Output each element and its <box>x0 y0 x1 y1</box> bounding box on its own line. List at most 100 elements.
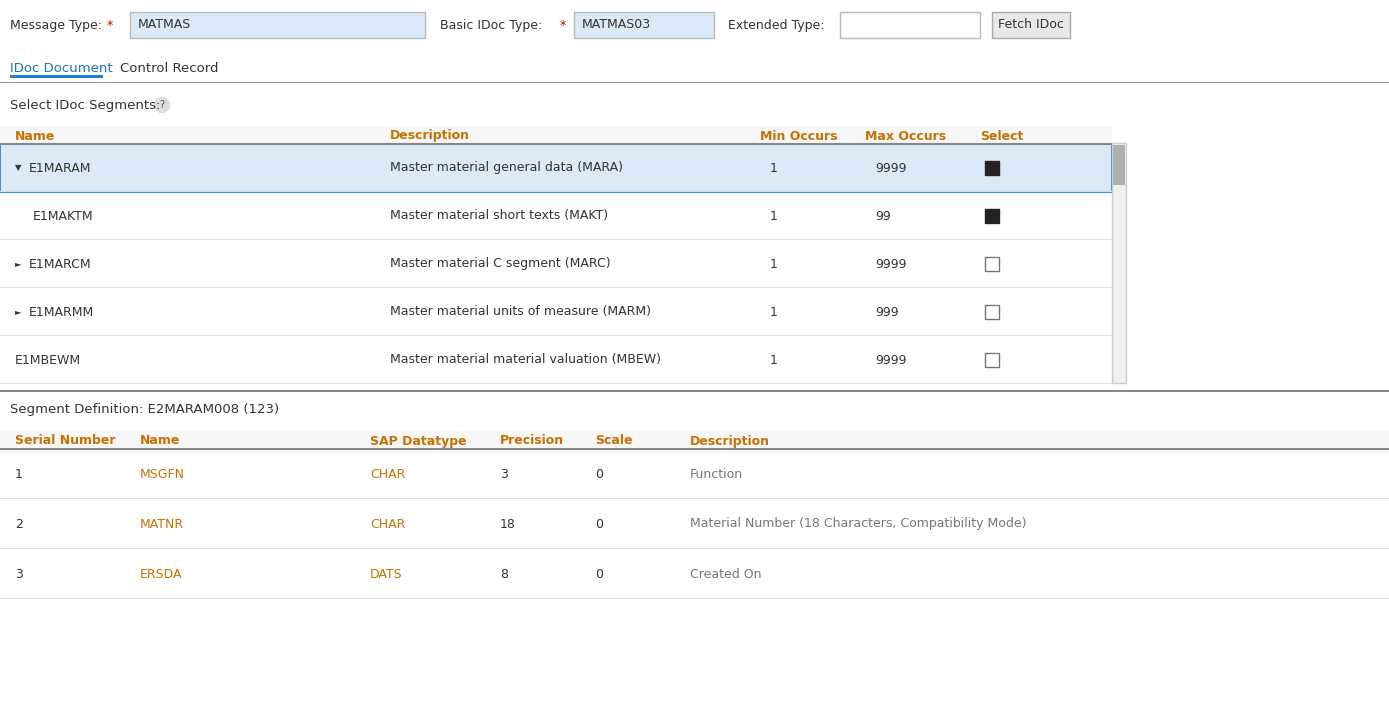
Text: CHAR: CHAR <box>369 518 406 531</box>
Bar <box>985 209 999 223</box>
Text: Name: Name <box>15 130 56 143</box>
Text: 9999: 9999 <box>875 257 907 270</box>
Bar <box>0 288 1113 336</box>
Text: ERSDA: ERSDA <box>140 567 182 580</box>
Text: 9999: 9999 <box>875 353 907 366</box>
Text: Select: Select <box>981 130 1024 143</box>
Bar <box>0 449 1389 499</box>
Bar <box>0 431 1389 453</box>
Bar <box>0 82 1389 83</box>
Bar <box>1113 145 1125 185</box>
Text: Master material general data (MARA): Master material general data (MARA) <box>390 162 624 174</box>
Bar <box>985 353 999 367</box>
Bar <box>0 549 1389 599</box>
Text: Min Occurs: Min Occurs <box>760 130 838 143</box>
Bar <box>0 191 1113 192</box>
Text: SAP Datatype: SAP Datatype <box>369 435 467 448</box>
Text: E1MBEWM: E1MBEWM <box>15 353 81 366</box>
Text: Extended Type:: Extended Type: <box>728 19 825 32</box>
Text: 9999: 9999 <box>875 162 907 174</box>
Text: Max Occurs: Max Occurs <box>865 130 946 143</box>
Text: 1: 1 <box>770 353 778 366</box>
Text: Name: Name <box>140 435 181 448</box>
Bar <box>0 240 1113 288</box>
Bar <box>10 75 103 78</box>
Bar <box>985 161 999 175</box>
Bar <box>985 305 999 319</box>
Text: 2: 2 <box>15 518 22 531</box>
Text: ?: ? <box>160 100 164 110</box>
Bar <box>0 499 1389 549</box>
Text: MATMAS: MATMAS <box>138 19 192 32</box>
Text: Master material C segment (MARC): Master material C segment (MARC) <box>390 257 611 270</box>
Text: 1: 1 <box>770 162 778 174</box>
Text: MATNR: MATNR <box>140 518 185 531</box>
Text: Fetch IDoc: Fetch IDoc <box>999 19 1064 32</box>
Bar <box>0 383 1113 384</box>
Text: Function: Function <box>690 467 743 480</box>
Bar <box>574 12 714 38</box>
Bar <box>1113 143 1126 383</box>
Text: Master material material valuation (MBEW): Master material material valuation (MBEW… <box>390 353 661 366</box>
Text: Select IDoc Segments:: Select IDoc Segments: <box>10 99 160 112</box>
Bar <box>0 287 1113 288</box>
Text: 0: 0 <box>594 518 603 531</box>
Bar <box>992 12 1070 38</box>
Text: E1MAKTM: E1MAKTM <box>33 210 93 223</box>
Text: Master material units of measure (MARM): Master material units of measure (MARM) <box>390 306 651 319</box>
Text: Serial Number: Serial Number <box>15 435 115 448</box>
Bar <box>0 390 1389 392</box>
Text: Scale: Scale <box>594 435 632 448</box>
Text: 1: 1 <box>770 257 778 270</box>
Text: 1: 1 <box>770 306 778 319</box>
Text: E1MARMM: E1MARMM <box>29 306 94 319</box>
Text: 3: 3 <box>15 567 22 580</box>
Text: ▼: ▼ <box>15 164 21 172</box>
Text: 999: 999 <box>875 306 899 319</box>
Bar <box>0 144 1113 192</box>
Text: CHAR: CHAR <box>369 467 406 480</box>
Text: 1: 1 <box>15 467 22 480</box>
Text: *: * <box>560 19 567 32</box>
Circle shape <box>154 97 169 112</box>
Bar <box>131 12 425 38</box>
Bar <box>0 239 1113 240</box>
Text: IDoc Document: IDoc Document <box>10 61 113 74</box>
Text: 18: 18 <box>500 518 515 531</box>
Bar <box>0 498 1389 499</box>
Bar <box>0 335 1113 336</box>
Text: 8: 8 <box>500 567 508 580</box>
Bar <box>985 257 999 271</box>
Text: 3: 3 <box>500 467 508 480</box>
Bar <box>0 548 1389 549</box>
Text: Basic IDoc Type:: Basic IDoc Type: <box>440 19 542 32</box>
Text: DATS: DATS <box>369 567 403 580</box>
Text: E1MARCM: E1MARCM <box>29 257 92 270</box>
Bar <box>0 192 1113 240</box>
Bar <box>0 143 1113 144</box>
Text: Description: Description <box>390 130 469 143</box>
Text: MSGFN: MSGFN <box>140 467 185 480</box>
Text: E1MARAM: E1MARAM <box>29 162 92 174</box>
Text: Master material short texts (MAKT): Master material short texts (MAKT) <box>390 210 608 223</box>
Text: Control Record: Control Record <box>119 61 218 74</box>
Text: 99: 99 <box>875 210 890 223</box>
Text: MATMAS03: MATMAS03 <box>582 19 651 32</box>
Bar <box>0 448 1389 449</box>
Text: Segment Definition: E2MARAM008 (123): Segment Definition: E2MARAM008 (123) <box>10 404 279 417</box>
Text: Description: Description <box>690 435 770 448</box>
Bar <box>0 336 1113 384</box>
Text: Material Number (18 Characters, Compatibility Mode): Material Number (18 Characters, Compatib… <box>690 518 1026 531</box>
Text: Precision: Precision <box>500 435 564 448</box>
Bar <box>0 126 1113 148</box>
Text: *: * <box>107 19 114 32</box>
Text: 0: 0 <box>594 467 603 480</box>
Text: 0: 0 <box>594 567 603 580</box>
Text: Created On: Created On <box>690 567 761 580</box>
Text: ►: ► <box>15 307 21 317</box>
Text: 1: 1 <box>770 210 778 223</box>
Text: ►: ► <box>15 260 21 268</box>
Bar <box>0 598 1389 599</box>
Bar <box>840 12 981 38</box>
Text: Message Type:: Message Type: <box>10 19 101 32</box>
